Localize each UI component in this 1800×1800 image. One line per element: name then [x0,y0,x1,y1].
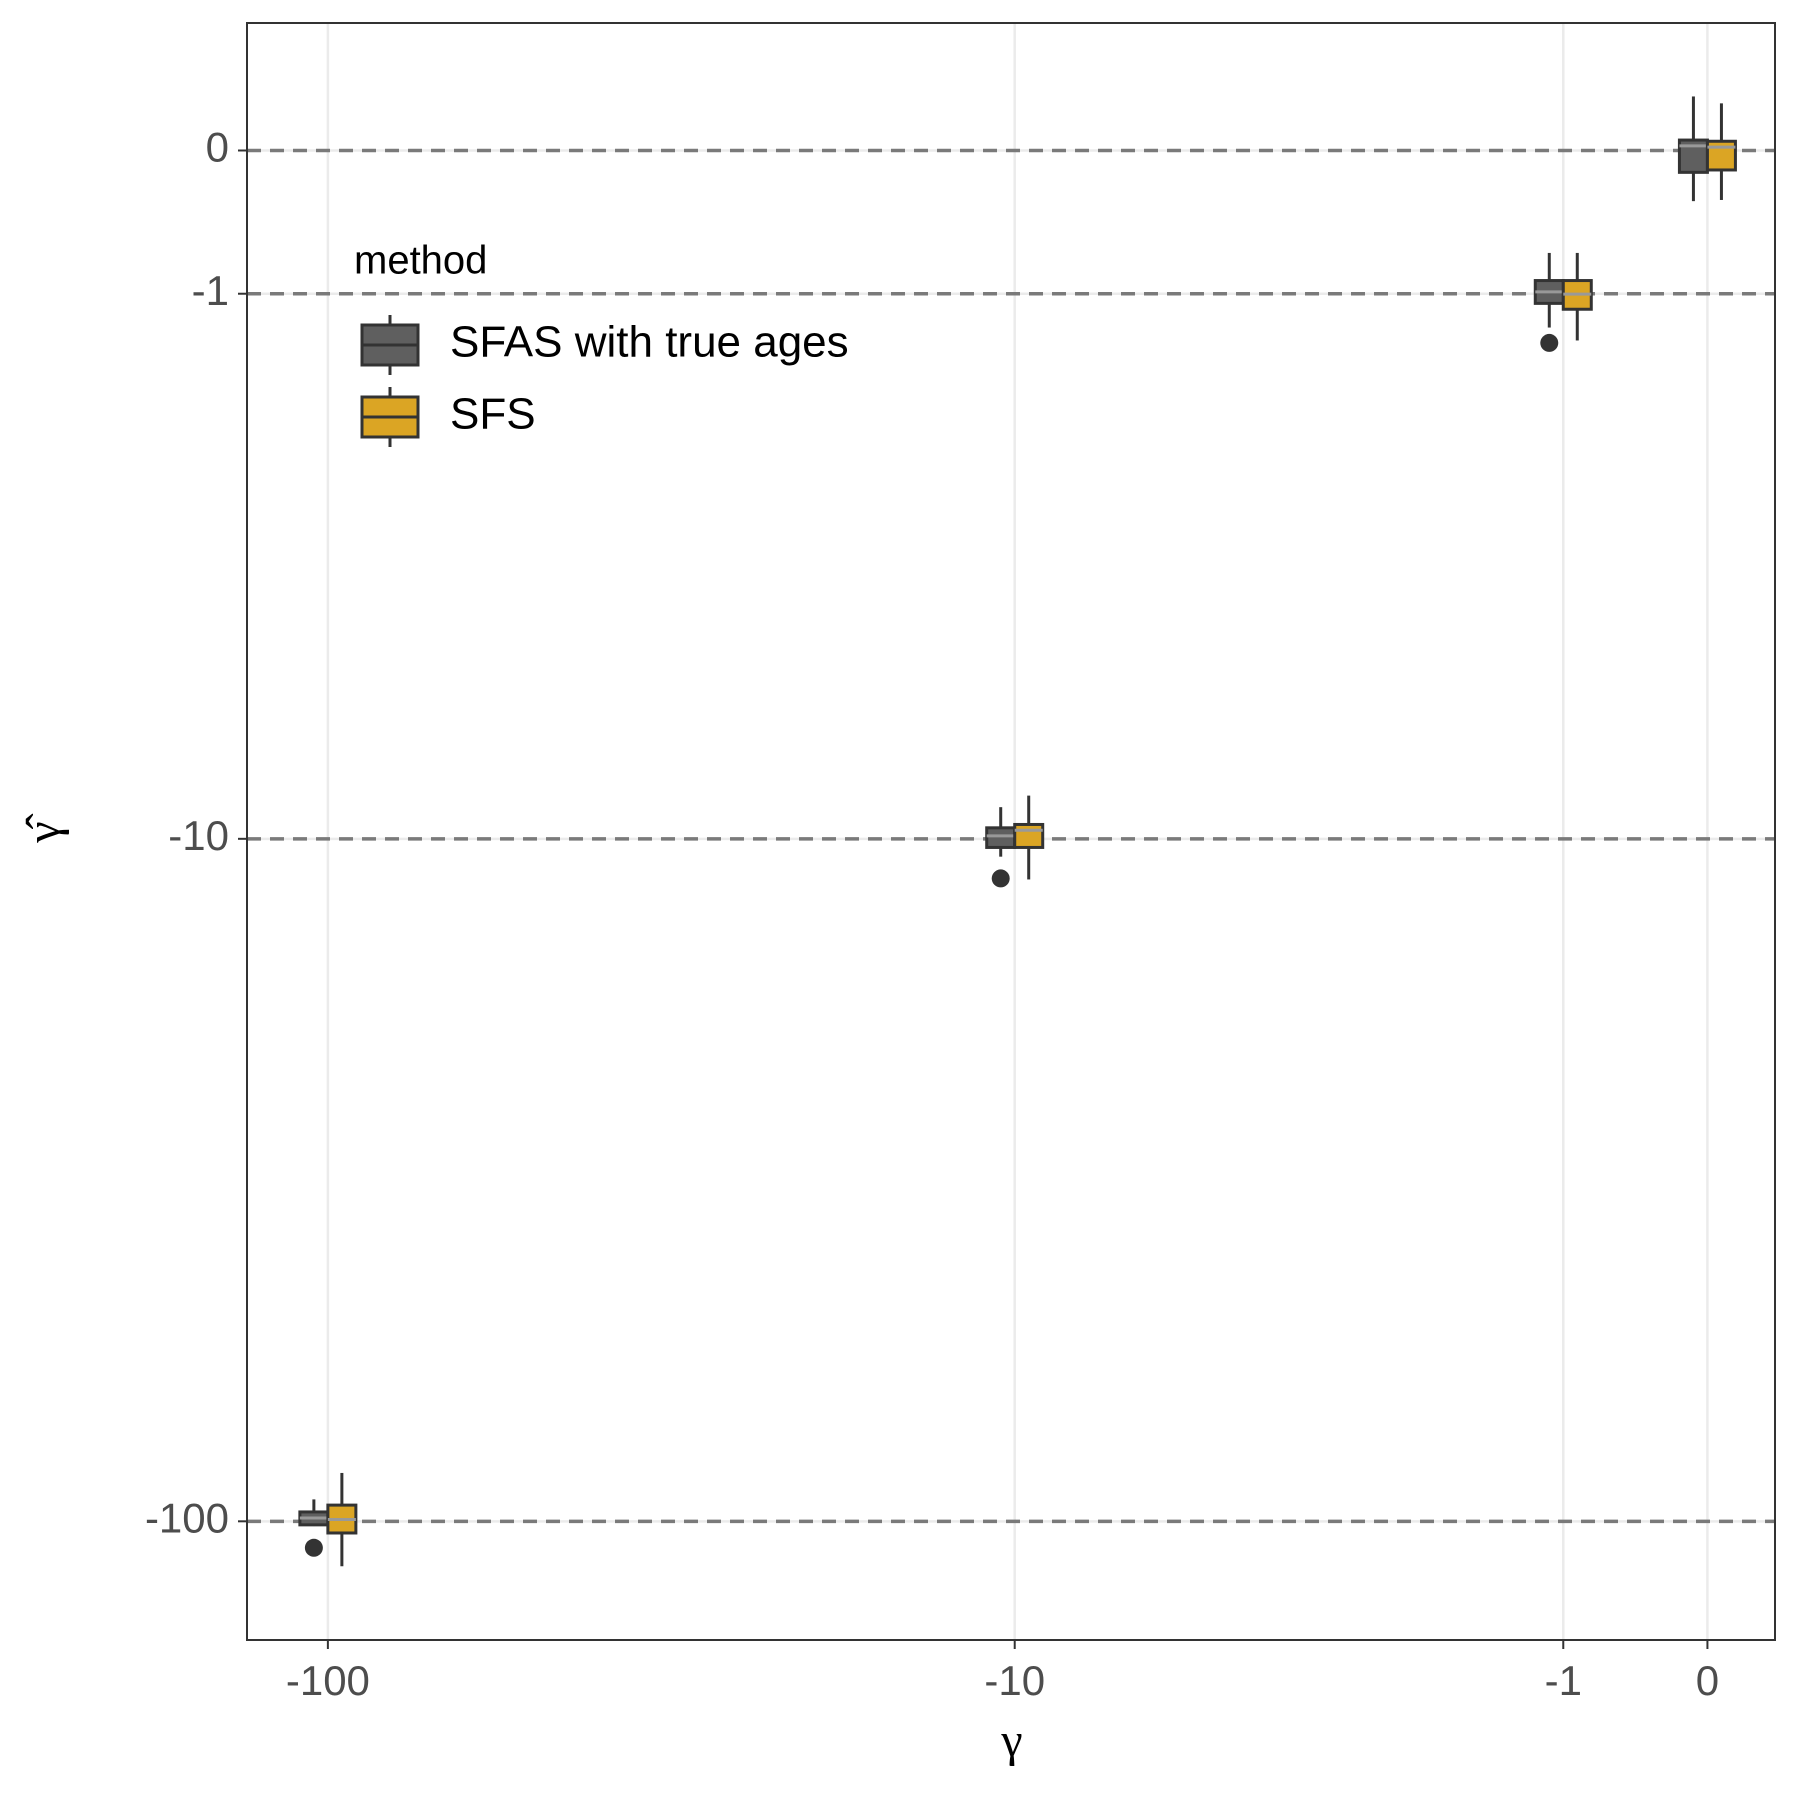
y-tick-label: -1 [192,267,229,314]
panel-border [246,22,1776,1641]
box [1013,822,1045,849]
x-tick-label: -100 [286,1657,370,1704]
y-tick-label: -10 [168,812,229,859]
outlier [1540,333,1559,352]
x-axis-title: γ [1000,1714,1022,1767]
y-tick-label: -100 [145,1494,229,1541]
y-tick-label: 0 [206,124,229,171]
box-group [1013,795,1045,880]
box-group [326,1472,358,1567]
x-tick-label: -1 [1545,1657,1582,1704]
box-group [1533,252,1565,352]
outlier [991,869,1010,888]
box-group [1561,252,1593,341]
outlier [304,1538,323,1557]
x-tick-label: 0 [1696,1657,1719,1704]
legend-label: SFS [450,390,536,439]
box [985,826,1017,849]
legend-label: SFAS with true ages [450,318,849,367]
x-tick-label: -10 [984,1657,1045,1704]
box-group [298,1499,330,1557]
box-group [1705,103,1737,200]
legend-title: method [354,239,487,283]
